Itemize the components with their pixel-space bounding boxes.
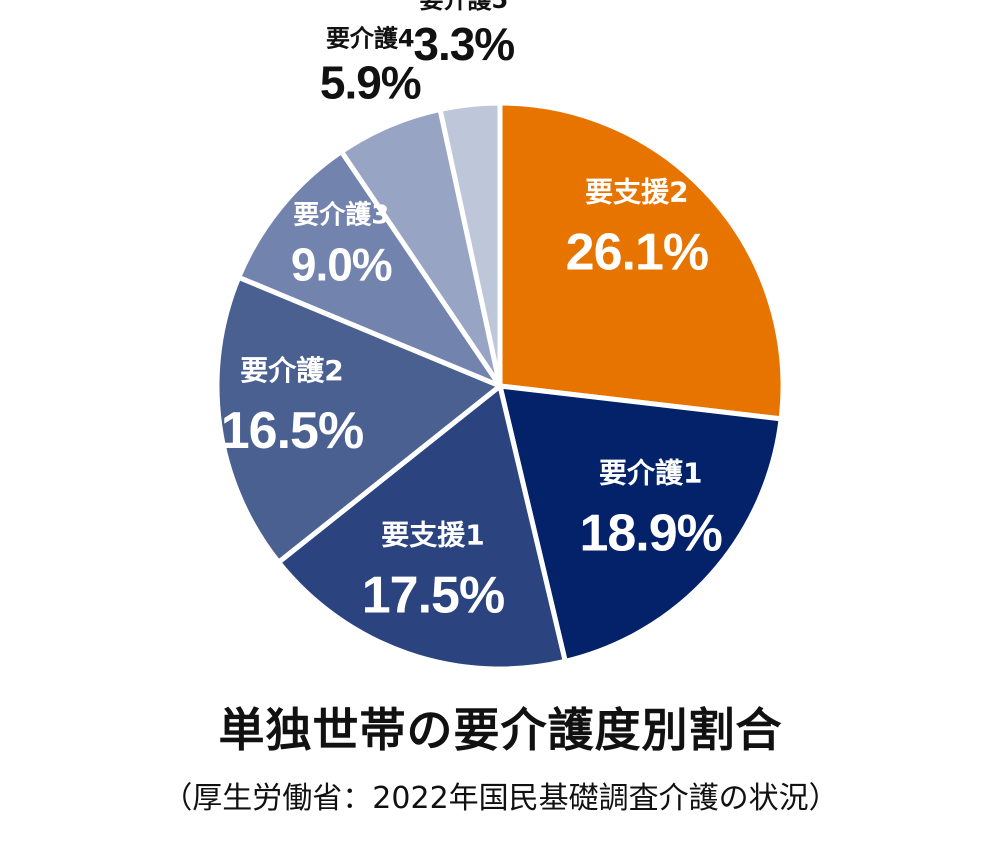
slice-category-label: 要介護2: [240, 354, 343, 387]
slice-label-7: 要介護5 3.3%: [413, 0, 515, 70]
slice-label-6: 要介護4 5.9%: [320, 25, 422, 109]
labels-layer: 要支援2 26.1% 要介護1 18.9% 要支援1 17.5% 要介護2 16.5% 要介護3…: [221, 0, 723, 625]
pie-chart: 要支援2 26.1% 要介護1 18.9% 要支援1 17.5% 要介護2 16.5% 要介護3…: [214, 0, 786, 672]
slice-category-label: 要支援1: [381, 519, 484, 552]
pie-slice-7: [437, 100, 503, 389]
slice-value-label: 16.5%: [221, 402, 363, 460]
slices-layer: [214, 100, 786, 672]
slice-value-label: 5.9%: [320, 57, 421, 109]
slice-category-label: 要介護4: [326, 25, 415, 53]
slice-category-label: 要介護5: [419, 0, 508, 14]
chart-source: （厚生労働省：2022年国民基礎調査介護の状況）: [162, 781, 839, 816]
pie-slice-1: [497, 100, 786, 422]
slice-category-label: 要介護1: [599, 457, 702, 490]
pie-slice-2: [497, 383, 784, 664]
slice-value-label: 26.1%: [566, 224, 708, 282]
pie-slice-3: [276, 383, 568, 672]
slice-category-label: 要支援2: [585, 176, 688, 209]
slice-value-label: 17.5%: [362, 567, 504, 625]
slice-value-label: 3.3%: [413, 18, 514, 70]
slice-label-2: 要介護1 18.9%: [579, 457, 722, 563]
slice-label-3: 要支援1 17.5%: [362, 519, 505, 625]
slice-value-label: 18.9%: [579, 505, 721, 563]
pie-slice-5: [236, 149, 503, 389]
slice-category-label: 要介護3: [293, 199, 389, 230]
slice-label-1: 要支援2 26.1%: [566, 176, 709, 282]
slice-value-label: 9.0%: [291, 238, 392, 290]
pie-slice-4: [214, 274, 503, 565]
slice-label-5: 要介護3 9.0%: [291, 199, 393, 290]
slice-label-4: 要介護2 16.5%: [221, 354, 364, 460]
chart-title: 単独世帯の要介護度別割合: [218, 703, 783, 757]
